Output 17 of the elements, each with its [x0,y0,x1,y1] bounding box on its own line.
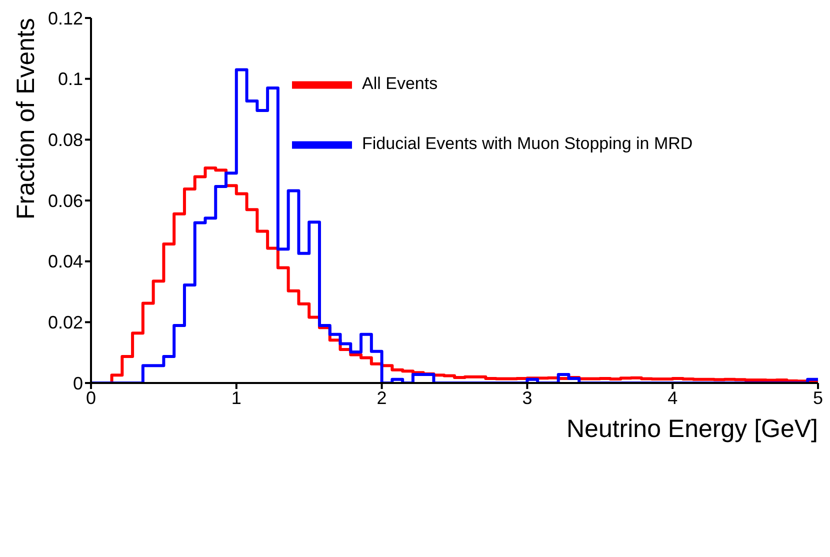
legend-label: All Events [362,74,438,94]
x-tick-label: 4 [668,388,678,408]
legend-label: Fiducial Events with Muon Stopping in MRD [362,134,693,154]
x-tick-label: 5 [812,388,824,408]
x-tick-label: 3 [522,388,532,408]
y-tick-label: 0.04 [48,252,83,272]
y-tick-label: 0.1 [58,69,83,90]
y-tick-label: 0 [72,373,83,394]
y-tick-label: 0.06 [48,190,83,211]
x-axis-title: Neutrino Energy [GeV] [566,415,818,443]
y-tick-label: 0.02 [48,312,83,333]
y-tick-label: 0.12 [48,8,83,28]
x-tick-label: 2 [376,388,387,408]
x-tick-label: 0 [86,388,96,408]
x-tick-label: 1 [231,388,242,408]
y-tick-label: 0.08 [48,130,83,150]
y-axis-title: Fraction of Events [12,18,40,220]
